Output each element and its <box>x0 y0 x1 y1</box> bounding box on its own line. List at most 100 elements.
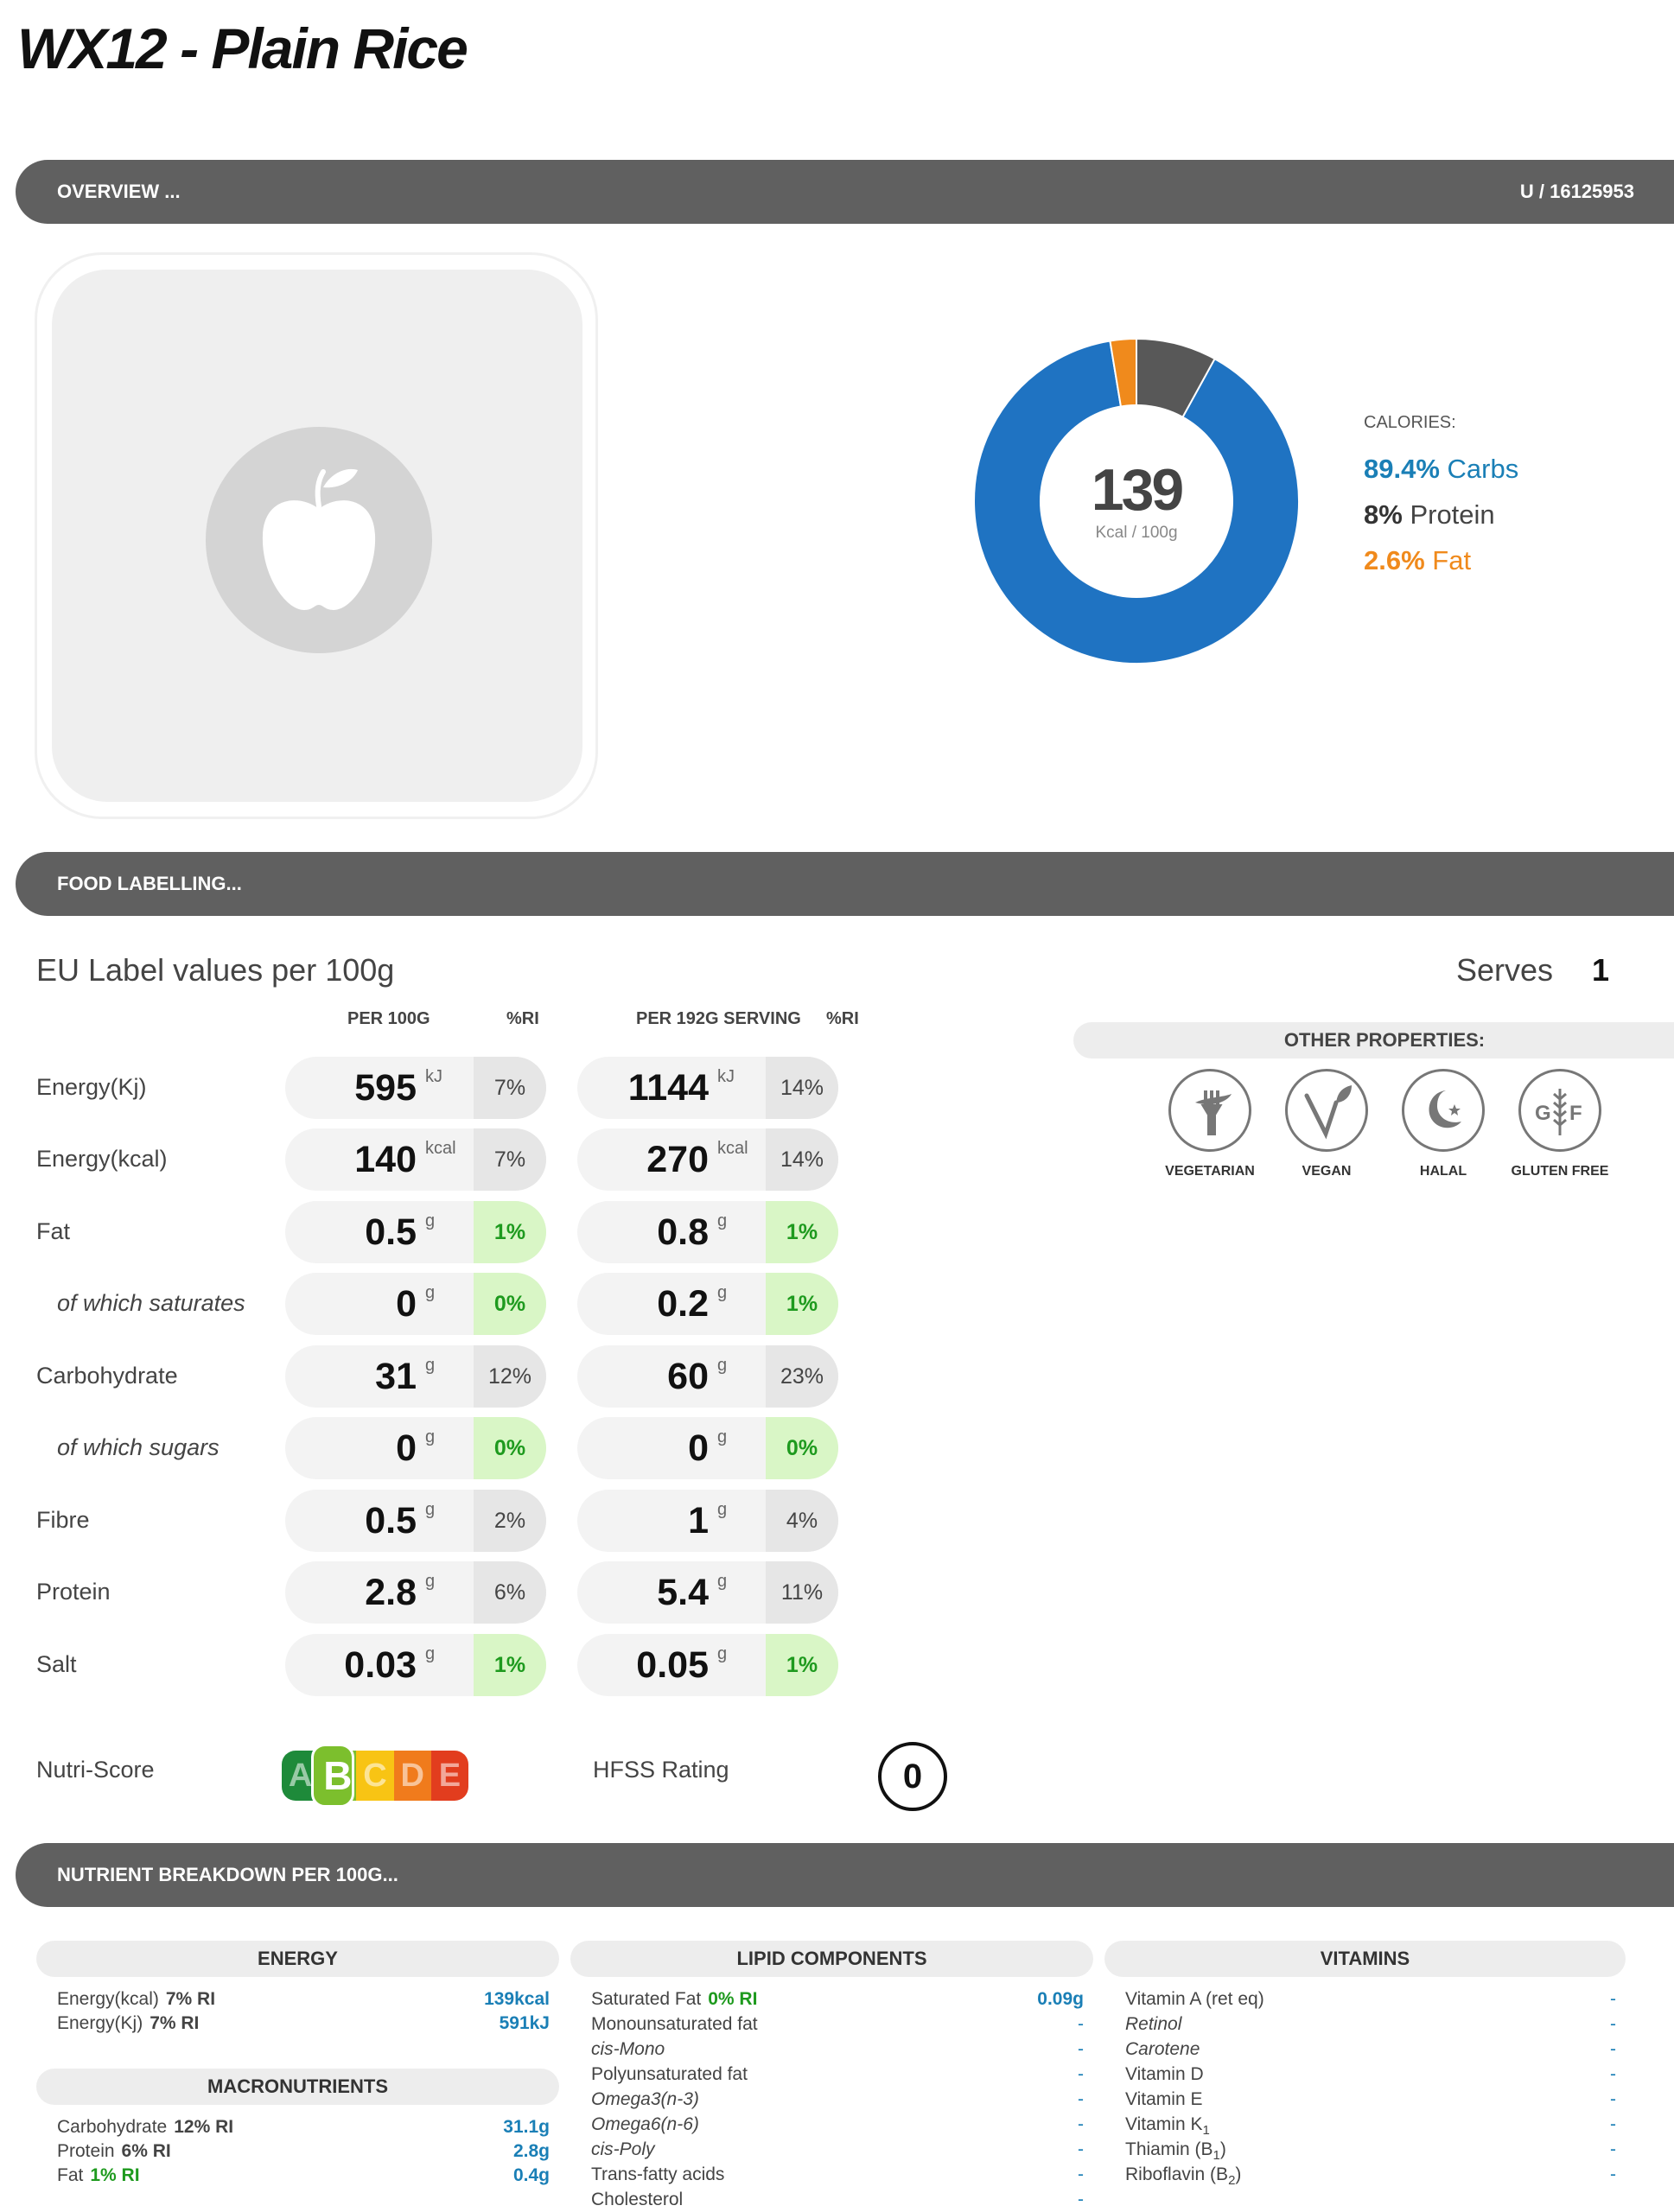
eu-row-label: Carbohydrate <box>36 1363 178 1389</box>
eu-per-serving-value: 1 <box>688 1500 709 1541</box>
eu-per-100g-pill: 31 g 12% <box>285 1345 546 1408</box>
nutrient-row-value: - <box>1610 2089 1616 2109</box>
svg-text:F: F <box>1569 1102 1582 1125</box>
nutrient-breakdown-label: NUTRIENT BREAKDOWN PER 100G... <box>57 1864 398 1885</box>
lipid-section-header: LIPID COMPONENTS <box>570 1941 1093 1977</box>
eu-per-100g-unit: g <box>425 1644 436 1663</box>
nutrient-row-value: - <box>1078 2114 1084 2134</box>
nutrient-row-value: - <box>1078 2064 1084 2084</box>
protein-label: Protein <box>1410 499 1495 530</box>
nutrient-row-label: Fat 1% RI <box>57 2165 140 2185</box>
fat-percent: 2.6% <box>1364 545 1425 575</box>
halal-label: HALAL <box>1419 1164 1467 1179</box>
eu-per-serving-value: 0.2 <box>657 1283 709 1325</box>
nutri-letter-a: A <box>288 1758 313 1794</box>
nutrient-row-value: 591kJ <box>499 2013 550 2033</box>
gluten-free-icon: G F <box>1518 1069 1601 1152</box>
eu-per-100g-pill: 2.8 g 6% <box>285 1561 546 1624</box>
eu-per-100g-pill: 0 g 0% <box>285 1273 546 1335</box>
overview-label: OVERVIEW ... <box>57 181 181 202</box>
page-title: WX12 - Plain Rice <box>17 16 468 80</box>
eu-per-100g-ri: 7% <box>474 1128 546 1191</box>
eu-per-serving-pill: 0 g 0% <box>577 1417 838 1479</box>
eu-per-100g-pill: 595 kJ 7% <box>285 1057 546 1119</box>
eu-per-serving-ri: 1% <box>766 1201 838 1263</box>
serves-label: Serves <box>1456 952 1554 988</box>
vegetarian-icon <box>1168 1069 1251 1152</box>
nutrient-row-value: - <box>1610 2039 1616 2059</box>
nutrient-row-value: - <box>1078 2014 1084 2034</box>
nutrient-row-value: - <box>1078 2164 1084 2184</box>
nutrient-row-label: Thiamin (B1) <box>1125 2139 1226 2164</box>
nutrient-row-value: - <box>1610 1989 1616 2009</box>
eu-per-serving-ri: 1% <box>766 1273 838 1335</box>
nutrient-row-value: - <box>1610 2064 1616 2084</box>
eu-per-serving-unit: g <box>717 1427 728 1446</box>
nutrient-row-label: cis-Mono <box>591 2039 665 2059</box>
eu-per-100g-pill: 0 g 0% <box>285 1417 546 1479</box>
nutrient-row-label: cis-Poly <box>591 2139 655 2159</box>
eu-per-serving-unit: g <box>717 1572 728 1591</box>
eu-per-serving-pill: 0.8 g 1% <box>577 1201 838 1263</box>
food-labelling-label: FOOD LABELLING... <box>57 873 242 894</box>
nutri-letter-b: B <box>323 1753 353 1798</box>
col-ri-serving: %RI <box>826 1009 859 1028</box>
eu-per-100g-unit: g <box>425 1572 436 1591</box>
carbs-percent: 89.4% <box>1364 454 1440 484</box>
col-per-100g: PER 100G <box>347 1009 430 1028</box>
legend-protein: 8% Protein <box>1364 499 1495 531</box>
protein-percent: 8% <box>1364 499 1403 530</box>
eu-per-serving-ri: 14% <box>766 1057 838 1119</box>
product-code: U / 16125953 <box>1519 181 1634 202</box>
eu-per-serving-value: 1144 <box>627 1067 709 1109</box>
overview-section-bar[interactable]: OVERVIEW ... U / 16125953 <box>16 160 1674 224</box>
product-image-frame <box>35 252 598 819</box>
eu-per-serving-unit: kJ <box>717 1067 735 1086</box>
nutri-letter-c: C <box>363 1758 387 1794</box>
col-ri-100g: %RI <box>506 1009 539 1028</box>
eu-per-100g-value: 595 <box>354 1067 417 1109</box>
eu-per-100g-ri: 0% <box>474 1273 546 1335</box>
halal-icon <box>1402 1069 1485 1152</box>
eu-per-serving-value: 0.8 <box>657 1211 709 1253</box>
vegan-icon <box>1285 1069 1368 1152</box>
eu-per-100g-ri: 2% <box>474 1490 546 1552</box>
eu-per-100g-value: 31 <box>375 1356 417 1397</box>
nutrient-row-value: 139kcal <box>484 1989 550 2009</box>
nutrient-row-value: - <box>1610 2114 1616 2134</box>
nutrient-breakdown-section-bar[interactable]: NUTRIENT BREAKDOWN PER 100G... <box>16 1843 1674 1907</box>
eu-row-label: Fat <box>36 1218 71 1244</box>
nutrient-row-label: Vitamin E <box>1125 2089 1203 2109</box>
eu-per-100g-ri: 1% <box>474 1634 546 1696</box>
eu-per-100g-ri: 7% <box>474 1057 546 1119</box>
vegan-label: VEGAN <box>1302 1164 1352 1179</box>
eu-per-100g-unit: kcal <box>425 1139 456 1158</box>
eu-per-serving-pill: 270 kcal 14% <box>577 1128 838 1191</box>
nutrient-row-label: Energy(Kj) 7% RI <box>57 2013 200 2033</box>
eu-per-100g-value: 0 <box>396 1427 417 1469</box>
food-labelling-section-bar[interactable]: FOOD LABELLING... <box>16 852 1674 916</box>
eu-per-serving-value: 270 <box>646 1139 709 1180</box>
eu-row-label: of which saturates <box>57 1290 245 1316</box>
eu-per-serving-ri: 0% <box>766 1417 838 1479</box>
gluten-free-label: GLUTEN FREE <box>1511 1164 1609 1179</box>
col-per-serving: PER 192G SERVING <box>636 1009 801 1028</box>
eu-per-100g-ri: 6% <box>474 1561 546 1624</box>
eu-per-serving-value: 0.05 <box>636 1644 709 1686</box>
property-vegan: VEGAN <box>1285 1069 1387 1179</box>
eu-per-serving-ri: 4% <box>766 1490 838 1552</box>
eu-per-100g-value: 0.03 <box>344 1644 417 1686</box>
nutrient-row-label: Vitamin A (ret eq) <box>1125 1989 1264 2009</box>
nutrient-row-label: Monounsaturated fat <box>591 2014 758 2034</box>
nutri-score-badge: A B C D E <box>282 1744 468 1808</box>
eu-per-100g-ri: 1% <box>474 1201 546 1263</box>
carbs-label: Carbs <box>1447 454 1519 484</box>
nutrient-row-label: Carotene <box>1125 2039 1200 2059</box>
eu-row-label: Protein <box>36 1579 111 1605</box>
fat-label: Fat <box>1432 545 1472 575</box>
svg-text:G: G <box>1535 1102 1551 1125</box>
nutrient-row-label: Omega3(n-3) <box>591 2089 699 2109</box>
nutri-letter-d: D <box>400 1758 424 1794</box>
eu-per-100g-value: 0.5 <box>365 1211 417 1253</box>
eu-per-100g-value: 0.5 <box>365 1500 417 1541</box>
